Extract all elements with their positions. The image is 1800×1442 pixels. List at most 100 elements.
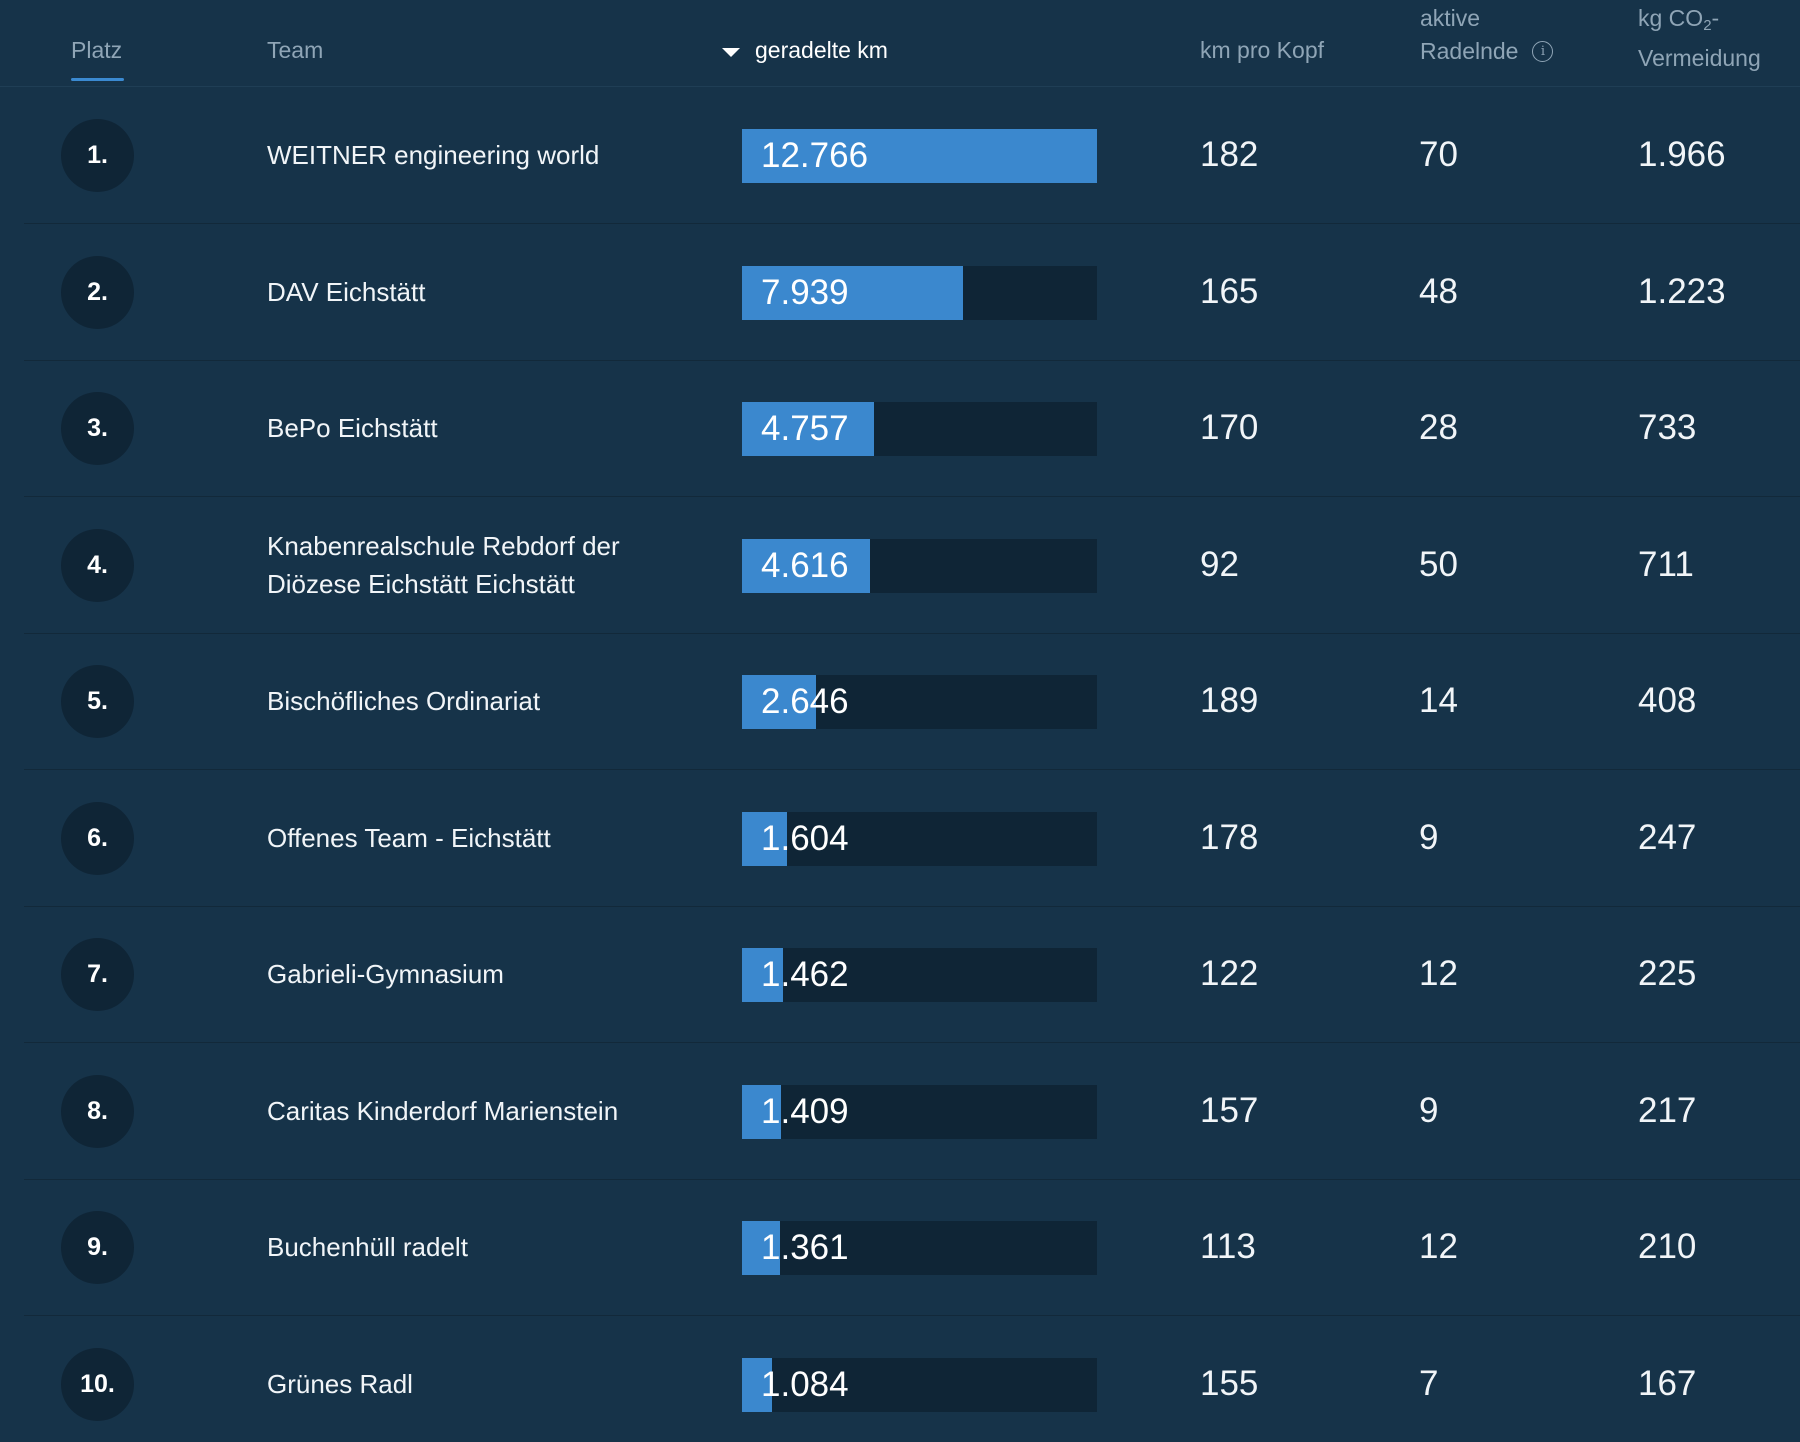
rank-badge: 7. (61, 938, 134, 1011)
km-pro-kopf-value: 165 (1200, 271, 1259, 311)
table-row[interactable]: 3. BePo Eichstätt 4.757 170 28 733 (24, 360, 1800, 497)
km-bar-fill (742, 402, 874, 456)
table-row[interactable]: 5. Bischöfliches Ordinariat 2.646 189 14 408 (24, 633, 1800, 770)
km-pro-kopf-value: 113 (1200, 1227, 1256, 1266)
team-name[interactable]: Buchenhüll radelt (267, 1179, 687, 1315)
km-bar: 1.084 (742, 1357, 1097, 1412)
km-value: 2.646 (761, 682, 849, 721)
km-bar-fill (742, 265, 963, 320)
team-name[interactable]: Bischöfliches Ordinariat (267, 633, 687, 769)
team-name-label: Caritas Kinderdorf Marienstein (267, 1095, 619, 1126)
team-name-label: WEITNER engineering world (267, 140, 600, 170)
km-bar: 1.409 (742, 1084, 1097, 1139)
aktive-radelnde-value: 70 (1419, 135, 1458, 174)
co2-value: 217 (1638, 1090, 1697, 1130)
team-name-label: Bischöfliches Ordinariat (267, 686, 541, 716)
table-row[interactable]: 1. WEITNER engineering world 12.766 182 70 1.… (24, 87, 1800, 224)
team-name-label: DAV Eichstätt (267, 276, 426, 307)
team-name[interactable]: Grünes Radl (267, 1316, 687, 1442)
table-row[interactable]: 9. Buchenhüll radelt 1.361 113 12 210 (24, 1179, 1800, 1316)
table-row[interactable]: 10. Grünes Radl 1.084 155 7 167 (24, 1316, 1800, 1442)
aktive-radelnde-value: 12 (1419, 954, 1458, 993)
co2-value: 210 (1638, 1227, 1697, 1266)
team-name[interactable]: Offenes Team - Eichstätt (267, 770, 687, 906)
km-value: 1.409 (761, 1091, 849, 1131)
km-value: 12.766 (761, 136, 869, 175)
rank-badge: 5. (61, 665, 134, 738)
km-pro-kopf-value: 189 (1200, 681, 1259, 720)
table-row[interactable]: 2. DAV Eichstätt 7.939 165 48 1.223 (24, 224, 1800, 361)
rank-badge: 10. (61, 1347, 134, 1421)
info-icon[interactable]: i (1532, 41, 1554, 62)
km-value: 1.604 (761, 818, 849, 858)
aktive-radelnde-value: 7 (1419, 1363, 1439, 1403)
co2-label-suffix: - (1711, 5, 1720, 31)
team-name[interactable]: Knabenrealschule Rebdorf der Diözese Eic… (267, 497, 687, 633)
table-header: Platz Team geradelte km km pro Kopf akti… (0, 0, 1800, 87)
km-value: 1.084 (761, 1364, 849, 1404)
team-name-label: BePo Eichstätt (267, 413, 438, 443)
km-value: 4.757 (761, 409, 849, 448)
km-pro-kopf-value: 182 (1200, 135, 1259, 174)
column-header-co2[interactable]: kg CO2- Vermeidung (1638, 2, 1761, 75)
km-bar: 4.616 (742, 538, 1097, 593)
aktive-radelnde-value: 9 (1419, 1090, 1439, 1130)
km-value: 4.616 (761, 545, 849, 585)
rank-badge: 3. (61, 392, 134, 465)
column-header-km[interactable]: geradelte km (722, 34, 888, 67)
aktive-radelnde-value: 48 (1419, 271, 1458, 311)
rank-badge: 1. (61, 119, 134, 192)
km-bar: 1.604 (742, 811, 1097, 866)
km-bar-fill (742, 1084, 781, 1139)
table-row[interactable]: 6. Offenes Team - Eichstätt 1.604 178 9 247 (24, 770, 1800, 907)
column-header-team[interactable]: Team (267, 37, 324, 63)
aktive-radelnde-value: 14 (1419, 681, 1458, 720)
km-bar: 2.646 (742, 675, 1097, 729)
rank-badge: 2. (61, 255, 134, 329)
km-bar: 1.361 (742, 1221, 1097, 1275)
km-bar-fill (742, 1357, 772, 1412)
co2-value: 711 (1638, 544, 1694, 584)
team-name[interactable]: DAV Eichstätt (267, 224, 687, 360)
co2-value: 408 (1638, 681, 1697, 720)
km-value: 7.939 (761, 272, 849, 312)
caret-down-icon (722, 48, 740, 57)
rank-badge: 4. (61, 528, 134, 602)
team-name[interactable]: Caritas Kinderdorf Marienstein (267, 1043, 687, 1179)
column-header-aktive-line2: Radelnde (1420, 38, 1519, 64)
co2-value: 247 (1638, 817, 1697, 857)
team-name-label: Buchenhüll radelt (267, 1232, 468, 1262)
rank-badge: 6. (61, 801, 134, 875)
aktive-radelnde-value: 50 (1419, 544, 1458, 584)
column-header-km-label: geradelte km (755, 37, 888, 63)
co2-value: 225 (1638, 954, 1697, 993)
km-pro-kopf-value: 157 (1200, 1090, 1259, 1130)
km-value: 1.361 (761, 1228, 849, 1267)
km-bar: 4.757 (742, 402, 1097, 456)
km-value: 1.462 (761, 955, 849, 994)
team-name[interactable]: WEITNER engineering world (267, 87, 687, 223)
team-name[interactable]: BePo Eichstätt (267, 360, 687, 496)
km-bar-fill (742, 538, 870, 593)
km-bar-fill (742, 948, 783, 1002)
aktive-radelnde-value: 12 (1419, 1227, 1458, 1266)
km-bar: 7.939 (742, 265, 1097, 320)
km-pro-kopf-value: 122 (1200, 954, 1259, 993)
aktive-radelnde-value: 9 (1419, 817, 1439, 857)
column-header-platz[interactable]: Platz (71, 37, 123, 63)
km-pro-kopf-value: 155 (1200, 1363, 1259, 1403)
table-row[interactable]: 8. Caritas Kinderdorf Marienstein 1.409 157… (24, 1043, 1800, 1180)
co2-value: 1.223 (1638, 271, 1726, 311)
rank-badge: 9. (61, 1211, 134, 1284)
team-name[interactable]: Gabrieli-Gymnasium (267, 906, 687, 1042)
table-row[interactable]: 7. Gabrieli-Gymnasium 1.462 122 12 225 (24, 906, 1800, 1043)
table-row[interactable]: 4. Knabenrealschule Rebdorf der Diözese E… (24, 497, 1800, 634)
column-header-aktive-radelnde[interactable]: aktive Radelnde i (1420, 2, 1554, 68)
km-pro-kopf-value: 92 (1200, 544, 1239, 584)
co2-label-prefix: kg CO (1638, 5, 1704, 31)
co2-value: 167 (1638, 1363, 1697, 1403)
column-header-km-pro-kopf[interactable]: km pro Kopf (1200, 37, 1324, 63)
column-header-aktive-line1: aktive (1420, 5, 1481, 31)
km-bar-fill (742, 1221, 780, 1275)
